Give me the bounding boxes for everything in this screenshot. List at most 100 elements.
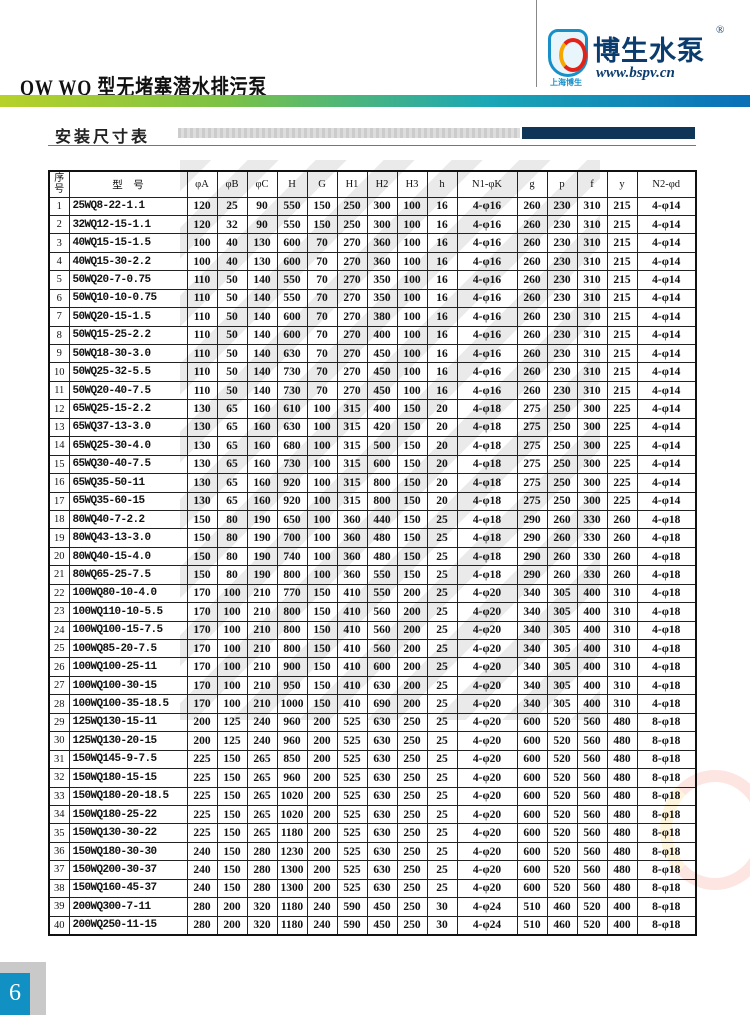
table-cell: 600: [516, 804, 548, 825]
table-cell: 16: [426, 214, 458, 235]
table-cell: 300: [576, 454, 608, 475]
table-cell: 4-φ20: [456, 694, 518, 714]
table-cell: 4-φ14: [636, 196, 697, 216]
table-cell: 70: [306, 343, 338, 364]
table-cell: 4-φ14: [636, 307, 697, 327]
table-cell: 310: [576, 251, 608, 272]
table-cell: 360: [336, 546, 368, 567]
table-cell: 630: [276, 417, 308, 438]
table-cell: 4-φ18: [456, 528, 518, 548]
table-cell: 260: [546, 509, 578, 530]
table-cell: 950: [276, 675, 308, 696]
table-cell: 200: [396, 583, 428, 604]
table-cell: 600: [276, 307, 308, 327]
table-cell: 150: [186, 528, 218, 548]
table-cell: 150: [396, 509, 428, 530]
table-row: 29 125WQ130-15-11 200 125 240 960 200 525 630 250…: [48, 712, 697, 733]
table-row: 35 150WQ130-30-22 225 150 265 1180 200 525 630 25…: [48, 823, 697, 843]
table-cell: 250: [336, 214, 368, 235]
table-cell: 1300: [276, 878, 308, 899]
table-cell: 1: [48, 196, 70, 216]
table-cell: 150: [216, 804, 248, 825]
table-cell: 90: [246, 214, 278, 235]
table-cell: 100: [306, 436, 338, 456]
table-cell: 560: [366, 638, 398, 659]
table-cell: 310: [606, 657, 638, 677]
table-cell: 600: [516, 878, 548, 899]
table-cell: 110: [186, 325, 218, 346]
table-row: 20 80WQ40-15-4.0 150 80 190 740 100 360 480 150 25…: [48, 546, 697, 567]
table-cell: 4-φ20: [456, 675, 518, 696]
table-cell: 730: [276, 362, 308, 382]
table-cell: 305: [546, 638, 578, 659]
table-cell: 420: [366, 417, 398, 438]
column-header: φA: [186, 170, 218, 198]
column-header: N2-φd: [636, 170, 697, 198]
table-cell: 400: [606, 915, 638, 936]
table-cell: 310: [606, 583, 638, 604]
table-cell: 4-φ20: [456, 841, 518, 862]
table-cell: 450: [366, 362, 398, 382]
table-cell: 510: [516, 915, 548, 936]
table-cell: 250: [396, 915, 428, 936]
table-cell: 230: [546, 288, 578, 309]
table-cell: 170: [186, 620, 218, 641]
table-row: 8 50WQ15-25-2.2 110 50 140 600 70 270 400 100 16 4-…: [48, 325, 697, 346]
table-cell: 200: [396, 675, 428, 696]
table-row: 24 100WQ100-15-7.5 170 100 210 800 150 410 560 20…: [48, 620, 697, 641]
table-row: 32 150WQ180-15-15 225 150 265 960 200 525 630 250…: [48, 768, 697, 788]
table-cell: 8-φ18: [636, 749, 697, 770]
table-cell: 1180: [276, 915, 308, 936]
table-cell: 350: [366, 288, 398, 309]
table-cell: 280: [246, 841, 278, 862]
table-cell: 150: [306, 694, 338, 714]
table-cell: 310: [606, 602, 638, 622]
table-cell: 525: [336, 731, 368, 751]
table-cell: 8-φ18: [636, 841, 697, 862]
table-cell: 4-φ14: [636, 270, 697, 290]
table-header-row: 序号型 号 φA φB φC H G H1 H2 H3 h N1-φK g p f y N2-φd: [48, 170, 697, 198]
table-cell: 4-φ20: [456, 768, 518, 788]
table-cell: 560: [576, 731, 608, 751]
section-underline: [48, 145, 696, 146]
table-cell: 230: [546, 307, 578, 327]
table-cell: 260: [546, 546, 578, 567]
table-cell: 1180: [276, 823, 308, 843]
table-cell: 310: [576, 362, 608, 382]
table-cell: 130: [246, 233, 278, 253]
table-cell: 190: [246, 528, 278, 548]
table-cell: 100WQ100-15-7.5: [68, 620, 188, 641]
table-cell: 200: [306, 749, 338, 770]
table-cell: 32: [48, 768, 70, 788]
table-cell: 4-φ20: [456, 620, 518, 641]
table-cell: 150: [396, 454, 428, 475]
table-cell: 80: [216, 528, 248, 548]
table-row: 9 50WQ18-30-3.0 110 50 140 630 70 270 450 100 16 4-…: [48, 343, 697, 364]
table-cell: 130: [186, 399, 218, 419]
table-cell: 225: [606, 417, 638, 438]
table-cell: 100: [216, 583, 248, 604]
table-cell: 100: [216, 694, 248, 714]
table-cell: 250: [546, 473, 578, 493]
table-cell: 250: [396, 860, 428, 880]
table-cell: 16: [426, 307, 458, 327]
table-cell: 100: [216, 638, 248, 659]
table-cell: 25: [426, 786, 458, 806]
table-cell: 200: [306, 768, 338, 788]
table-cell: 150: [216, 860, 248, 880]
table-cell: 140: [246, 325, 278, 346]
table-cell: 305: [546, 583, 578, 604]
table-cell: 4-φ18: [456, 473, 518, 493]
table-cell: 40: [48, 915, 70, 936]
table-cell: 250: [396, 768, 428, 788]
table-cell: 33: [48, 786, 70, 806]
table-cell: 19: [48, 528, 70, 548]
table-cell: 600: [276, 233, 308, 253]
table-cell: 630: [366, 749, 398, 770]
table-row: 11 50WQ20-40-7.5 110 50 140 730 70 270 450 100 16 4…: [48, 380, 697, 401]
table-cell: 50WQ10-10-0.75: [68, 288, 188, 309]
table-cell: 4-φ20: [456, 749, 518, 770]
table-cell: 600: [516, 749, 548, 770]
table-row: 14 65WQ25-30-4.0 130 65 160 680 100 315 500 150 20…: [48, 436, 697, 456]
column-header: G: [306, 170, 338, 198]
